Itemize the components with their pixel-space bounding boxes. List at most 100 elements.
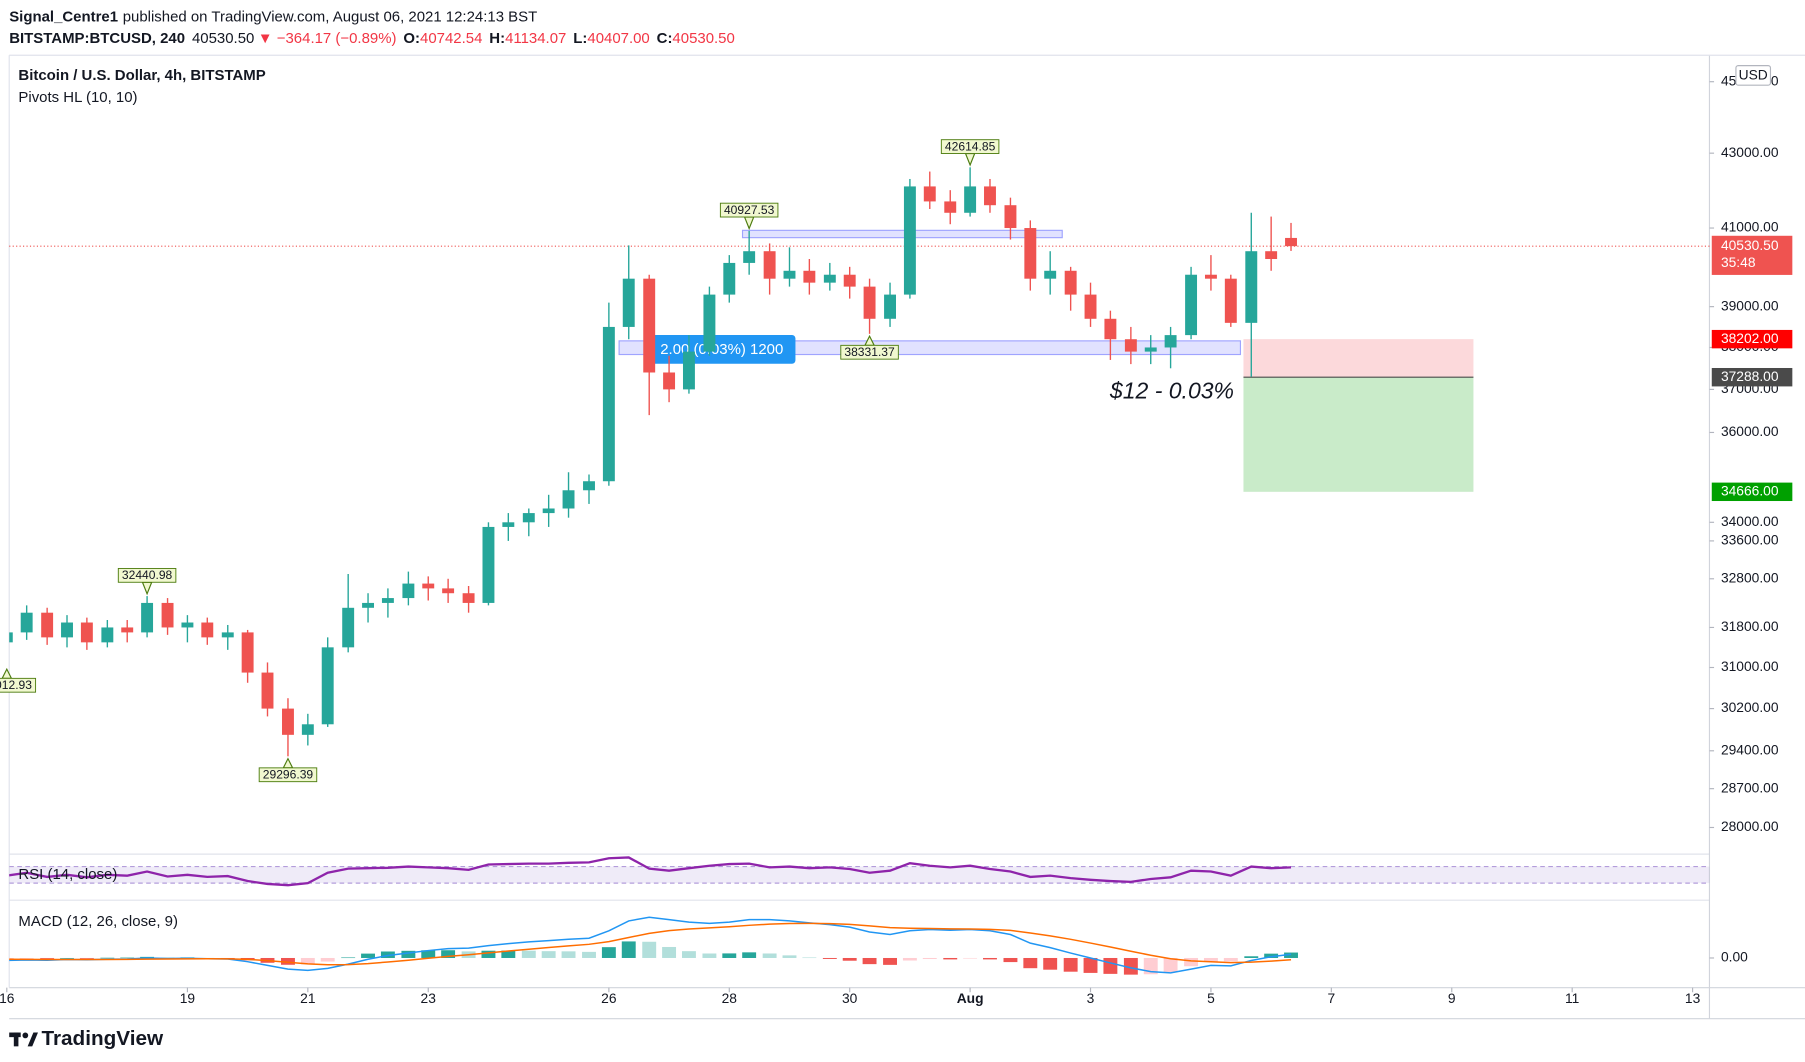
candle-body — [1124, 339, 1137, 352]
price: 40530.50 — [192, 30, 254, 47]
candle-body — [984, 186, 996, 206]
macd-hist-bar — [380, 951, 395, 958]
y-tick-label: 31000.00 — [1721, 658, 1779, 674]
stop-zone — [1243, 339, 1474, 378]
x-tick-label: 30 — [842, 990, 858, 1006]
candle-body — [161, 602, 174, 628]
y-tick-label: 41000.00 — [1721, 219, 1779, 235]
stop-label: 38202.00 — [1721, 330, 1779, 346]
macd-hist-bar — [541, 951, 556, 958]
macd-hist-bar — [19, 957, 34, 959]
countdown: 35:48 — [1721, 254, 1756, 270]
brand-logo: TradingView — [9, 1027, 164, 1050]
candle-body — [542, 508, 555, 514]
brand: TradingView — [41, 1027, 164, 1050]
candle-body — [402, 583, 415, 599]
candle-body — [1024, 228, 1037, 279]
symbol: BITSTAMP:BTCUSD, 240 — [9, 30, 185, 47]
macd-hist-bar — [320, 957, 335, 962]
author: Signal_Centre1 — [9, 8, 118, 25]
candle-body — [1164, 335, 1177, 348]
macd-hist-bar — [1203, 957, 1218, 962]
y-tick-label: 34000.00 — [1721, 513, 1779, 529]
candle-body — [1064, 270, 1077, 295]
macd-hist-bar — [1023, 957, 1038, 969]
chart-title: Bitcoin / U.S. Dollar, 4h, BITSTAMP — [18, 67, 265, 84]
x-tick-label: 3 — [1087, 990, 1095, 1006]
macd-hist-bar — [983, 957, 997, 960]
y-tick-label: 28700.00 — [1721, 779, 1779, 795]
candle-body — [1084, 294, 1097, 319]
candle-body — [20, 612, 33, 633]
candle-body — [884, 294, 896, 319]
candle-body — [80, 622, 93, 643]
candle-body — [1245, 251, 1258, 323]
macd-hist-bar — [281, 957, 295, 965]
pivot-box — [940, 139, 1000, 154]
candle-body — [1104, 318, 1117, 340]
macd-hist-bar — [802, 957, 817, 959]
macd-hist-bar — [621, 941, 636, 958]
candle-body — [562, 490, 575, 509]
measure-label: 2.00 (0.03%) 1200 — [660, 341, 783, 358]
x-tick-label: 13 — [1685, 990, 1701, 1006]
candle-body — [502, 522, 515, 527]
candle-body — [422, 583, 435, 589]
macd-hist-bar — [722, 953, 737, 958]
macd-hist-bar — [1123, 957, 1138, 975]
x-tick-label: 16 — [0, 990, 15, 1006]
x-tick-label: 21 — [300, 990, 315, 1006]
front-layer: 31012.93 32440.98 29296.39 40927.53 38331.37… — [0, 139, 1000, 783]
stop-label-box — [1711, 329, 1793, 349]
macd-hist-bar — [842, 957, 857, 961]
indicators — [9, 856, 1710, 975]
candle-body — [1044, 270, 1057, 279]
ohlc-label: C: — [657, 30, 673, 47]
currency-box — [1735, 65, 1772, 86]
candle-body — [743, 251, 756, 263]
macd-hist-bar — [601, 947, 616, 958]
y-tick-label: 39000.00 — [1721, 297, 1779, 313]
macd-hist-bar — [60, 957, 74, 959]
y-tick-label: 31800.00 — [1721, 618, 1779, 634]
candle-body — [863, 286, 876, 319]
macd-hist-bar — [79, 957, 94, 959]
candle-body — [923, 186, 936, 202]
macd-hist-bar — [822, 957, 837, 959]
target-zone — [1243, 377, 1474, 492]
macd-hist-bar — [582, 951, 596, 958]
candle-body — [663, 372, 676, 390]
pivot-label: 42614.85 — [945, 139, 996, 153]
candle-body — [622, 278, 635, 327]
x-tick-label: Aug — [957, 990, 984, 1006]
macd-hist-bar — [481, 950, 496, 958]
candle-body — [181, 622, 194, 628]
signal-line — [9, 922, 1292, 966]
candle-body — [282, 708, 294, 735]
macd-hist-bar — [501, 950, 516, 958]
candle-body — [1144, 347, 1157, 352]
x-tick-label: 19 — [180, 990, 196, 1006]
entry-label-box — [1711, 367, 1793, 387]
macd-hist-bar — [421, 950, 436, 958]
logo-shape — [27, 1032, 38, 1047]
candle-body — [803, 270, 816, 283]
candle-body — [41, 612, 54, 638]
macd-hist-bar — [521, 950, 536, 958]
candle-body — [1004, 205, 1017, 229]
rsi-title: RSI (14, close) — [18, 866, 117, 883]
candle-body — [482, 526, 495, 603]
target-label-box — [1711, 482, 1793, 502]
x-tick-label: 23 — [421, 990, 437, 1006]
candle-body — [1224, 278, 1237, 323]
candle-body — [1285, 237, 1297, 247]
candle-body — [301, 724, 314, 735]
candle-body — [101, 627, 114, 643]
y-tick-label: 36000.00 — [1721, 423, 1779, 439]
macd-hist-bar — [1063, 957, 1078, 972]
publish-line: Signal_Centre1 published on TradingView.c… — [9, 8, 537, 25]
ohlc-value: 40530.50 — [672, 30, 734, 47]
macd-title: MACD (12, 26, close, 9) — [18, 913, 178, 930]
